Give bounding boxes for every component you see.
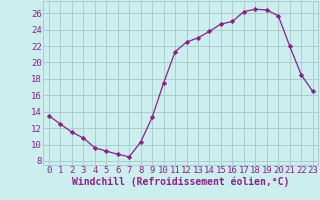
X-axis label: Windchill (Refroidissement éolien,°C): Windchill (Refroidissement éolien,°C) [72, 177, 290, 187]
